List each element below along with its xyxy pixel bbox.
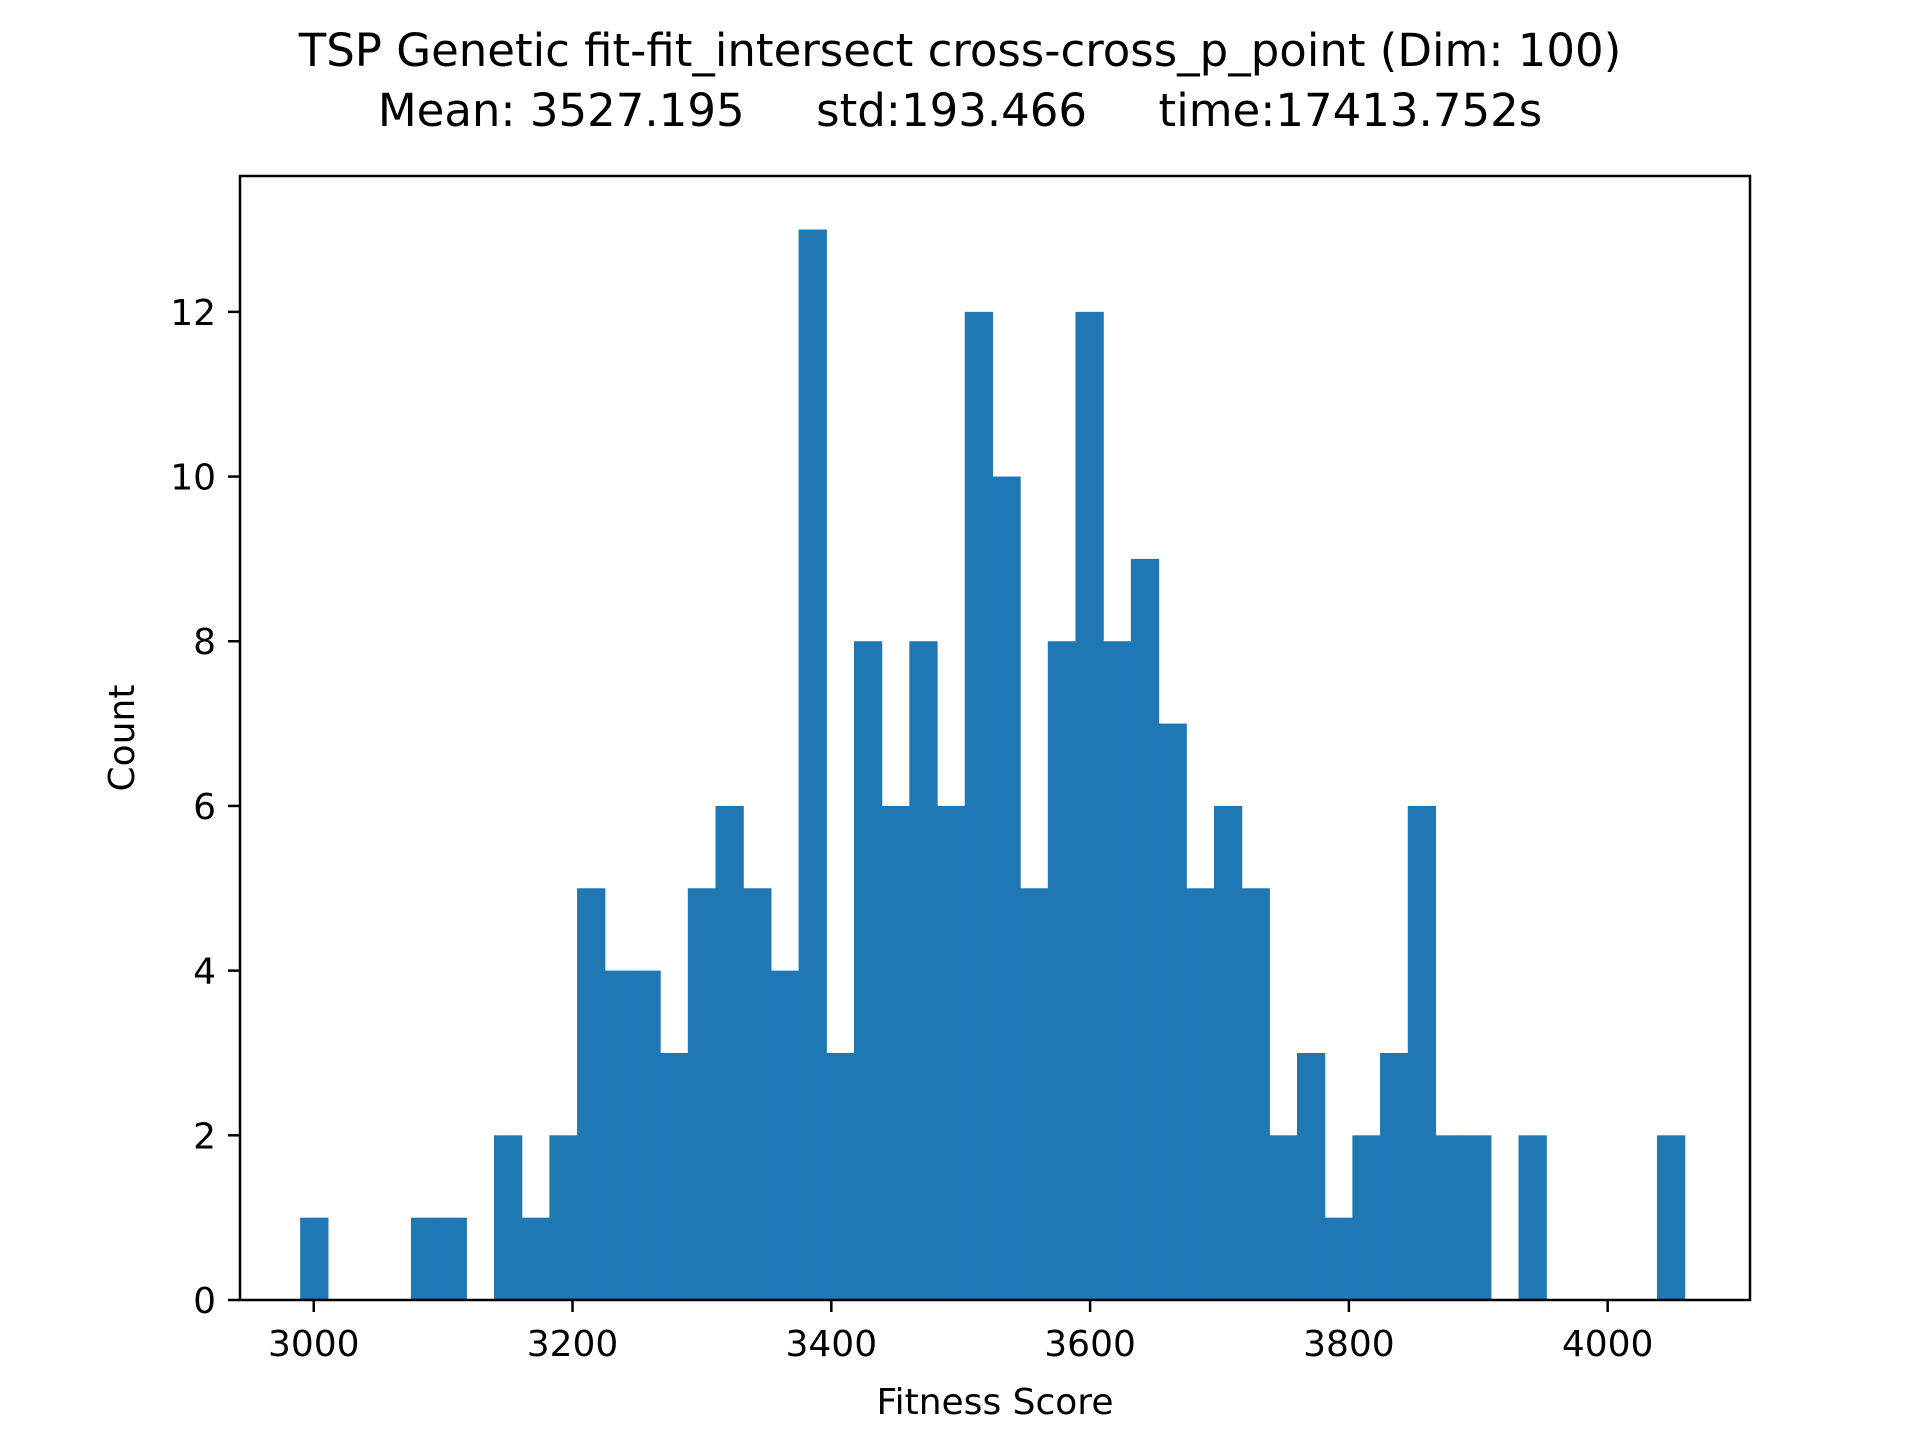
y-axis-ticks: 0 2 4 6 8 10 12 xyxy=(170,293,240,1322)
histogram-bar xyxy=(549,1135,578,1300)
histogram-bar xyxy=(521,1217,550,1300)
histogram-bar xyxy=(1020,888,1049,1300)
histogram-bar xyxy=(1186,888,1215,1300)
histogram-bar xyxy=(937,805,966,1300)
plot-frame xyxy=(238,174,1752,1302)
histogram-bar xyxy=(410,1217,440,1300)
x-axis-ticks: 3000 3200 3400 3600 3800 4000 xyxy=(268,1300,1654,1365)
histogram-bar xyxy=(1158,723,1187,1300)
histogram-bar xyxy=(1352,1135,1381,1300)
y-tick-label: 4 xyxy=(193,952,216,993)
histogram-bar xyxy=(1269,1135,1298,1300)
chart-subtitle: Mean: 3527.195 std:193.466 time:17413.75… xyxy=(377,84,1543,137)
histogram-bar xyxy=(1241,888,1270,1300)
histogram-bar xyxy=(493,1135,523,1300)
x-tick-label: 3600 xyxy=(1044,1324,1136,1365)
histogram-bar xyxy=(715,805,744,1300)
y-tick-label: 8 xyxy=(193,622,216,663)
histogram-bar xyxy=(577,888,606,1300)
y-tick-label: 2 xyxy=(193,1116,216,1157)
y-tick-label: 6 xyxy=(193,787,216,828)
histogram-bar xyxy=(1435,1135,1464,1300)
histogram-bar xyxy=(604,970,634,1300)
histogram-bar xyxy=(438,1217,467,1300)
x-tick-label: 3200 xyxy=(527,1324,619,1365)
bars-group xyxy=(300,229,1686,1300)
histogram-bar xyxy=(909,641,938,1300)
x-tick-label: 3800 xyxy=(1303,1324,1395,1365)
histogram-bar xyxy=(1297,1052,1326,1300)
histogram-bar xyxy=(798,229,827,1300)
histogram-bar xyxy=(300,1217,329,1300)
x-axis-label: Fitness Score xyxy=(877,1382,1114,1423)
x-tick-label: 3400 xyxy=(786,1324,878,1365)
histogram-bar xyxy=(660,1052,689,1300)
histogram-bar xyxy=(1656,1135,1686,1300)
histogram-bar xyxy=(1380,1052,1409,1300)
y-tick-label: 12 xyxy=(170,293,216,334)
histogram-bar xyxy=(964,311,994,1300)
histogram-bar xyxy=(1407,805,1437,1300)
histogram-bar xyxy=(1518,1135,1547,1300)
chart-title: TSP Genetic fit-fit_intersect cross-cros… xyxy=(298,24,1622,77)
y-tick-label: 0 xyxy=(193,1281,216,1322)
x-tick-label: 3000 xyxy=(268,1324,360,1365)
histogram-bar xyxy=(1075,311,1104,1300)
histogram-bar xyxy=(1213,805,1243,1300)
histogram-bar xyxy=(632,970,661,1300)
histogram-bar xyxy=(1463,1135,1492,1300)
histogram-bar xyxy=(853,641,883,1300)
x-tick-label: 4000 xyxy=(1562,1324,1654,1365)
histogram-bar xyxy=(1103,641,1132,1300)
y-axis-label: Count xyxy=(102,685,143,792)
histogram-bar xyxy=(1324,1217,1353,1300)
histogram-bar xyxy=(770,970,800,1300)
histogram-bar xyxy=(881,805,910,1300)
histogram-bar xyxy=(826,1052,855,1300)
histogram-bar xyxy=(743,888,772,1300)
histogram-bar xyxy=(1047,641,1077,1300)
histogram-bar xyxy=(992,476,1021,1300)
histogram-bar xyxy=(687,888,717,1300)
histogram-bar xyxy=(1130,558,1160,1300)
y-tick-label: 10 xyxy=(170,458,216,499)
